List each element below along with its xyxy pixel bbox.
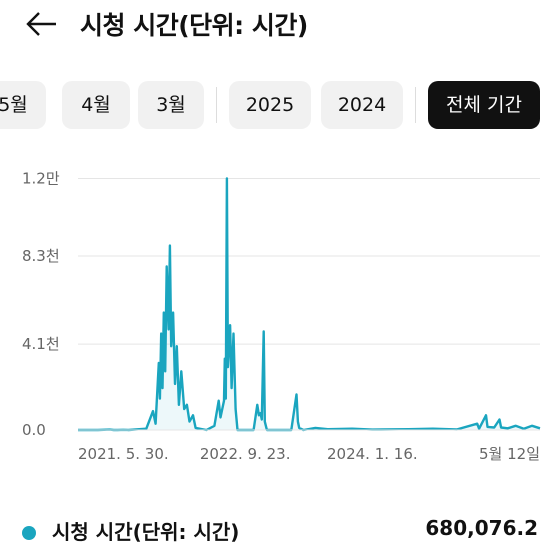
x-tick-label: 2024. 1. 16. xyxy=(327,445,418,463)
arrow-left-icon[interactable] xyxy=(24,10,58,38)
chip-may[interactable]: 5월 xyxy=(0,81,46,129)
chip-all-time[interactable]: 전체 기간 xyxy=(428,81,540,129)
series-area xyxy=(78,178,540,430)
y-tick-label: 0.0 xyxy=(22,421,46,439)
chip-divider xyxy=(415,87,416,123)
legend-total: 680,076.2 xyxy=(425,516,538,540)
y-tick-label: 8.3천 xyxy=(22,247,60,265)
legend: 시청 시간(단위: 시간) 680,076.2 xyxy=(0,506,560,546)
x-tick-label: 2021. 5. 30. xyxy=(78,445,169,463)
y-tick-label: 1.2만 xyxy=(22,169,60,187)
page-title: 시청 시간(단위: 시간) xyxy=(80,11,308,40)
x-tick-label: 2022. 9. 23. xyxy=(200,445,291,463)
series-line xyxy=(78,177,541,432)
period-filter-bar: 5월 4월 3월 2025 2024 전체 기간 xyxy=(0,81,560,133)
chip-march[interactable]: 3월 xyxy=(138,81,204,129)
x-tick-label: 5월 12일 xyxy=(479,445,540,463)
watch-time-chart: 0.0 4.1천 8.3천 1.2만 2021. 5. 30. 2022. 9. 23. 2… xyxy=(22,169,541,463)
legend-dot xyxy=(22,526,36,540)
chip-divider xyxy=(216,87,217,123)
header: 시청 시간(단위: 시간) xyxy=(0,0,560,52)
legend-label: 시청 시간(단위: 시간) xyxy=(52,520,240,544)
y-tick-label: 4.1천 xyxy=(22,335,60,353)
chip-april[interactable]: 4월 xyxy=(62,81,130,129)
chip-2025[interactable]: 2025 xyxy=(229,81,311,129)
chip-2024[interactable]: 2024 xyxy=(321,81,403,129)
